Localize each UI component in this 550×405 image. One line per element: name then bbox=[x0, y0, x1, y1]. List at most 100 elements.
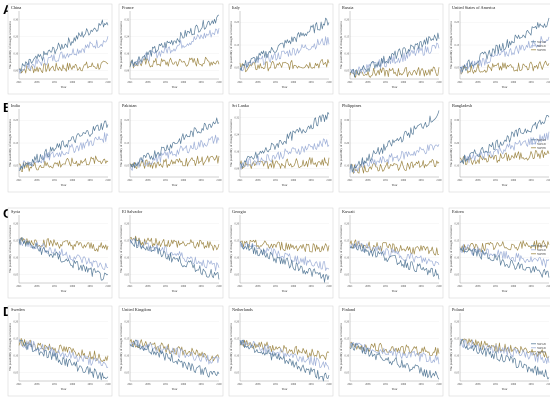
y-tick-label: 0.05 bbox=[454, 273, 459, 276]
y-tick-label: 0.08 bbox=[124, 69, 129, 72]
panel-kuwait: Kuwait 0.05 0.10 0.15 0.20 2021 2036 2051 2066 20… bbox=[338, 207, 444, 299]
series-line-ssp585 bbox=[349, 243, 440, 280]
series-line-ssp245 bbox=[18, 36, 109, 74]
series-line-ssp245 bbox=[129, 339, 220, 365]
x-tick-label: 2066 bbox=[181, 81, 187, 84]
panel-title: Eritrea bbox=[452, 209, 464, 214]
y-axis-label: The possibility of drought occurrence bbox=[339, 322, 343, 371]
y-tick-label: 0.25 bbox=[234, 21, 239, 24]
y-tick-label: 0.10 bbox=[454, 354, 459, 357]
x-tick-label: 2100 bbox=[216, 179, 222, 182]
series-line-ssp245 bbox=[239, 240, 330, 271]
panel-title: Russia bbox=[342, 5, 354, 10]
y-tick-label: 0.05 bbox=[124, 165, 129, 168]
y-tick-label: 0.10 bbox=[13, 256, 18, 259]
x-tick-label: 2100 bbox=[216, 285, 222, 288]
x-tick-label: 2051 bbox=[383, 285, 389, 288]
series-line-ssp245 bbox=[18, 238, 109, 270]
x-tick-label: 2100 bbox=[216, 81, 222, 84]
x-tick-label: 2021 bbox=[347, 285, 353, 288]
series-line-ssp126 bbox=[129, 56, 220, 69]
legend-label: SSP126 bbox=[537, 139, 546, 142]
x-tick-label: 2100 bbox=[105, 179, 111, 182]
x-tick-label: 2021 bbox=[237, 383, 243, 386]
x-tick-label: 2036 bbox=[255, 81, 261, 84]
series-line-ssp126 bbox=[239, 339, 330, 361]
x-tick-label: 2066 bbox=[401, 179, 407, 182]
x-tick-label: 2081 bbox=[419, 285, 425, 288]
x-tick-label: 2036 bbox=[145, 285, 151, 288]
x-tick-label: 2100 bbox=[105, 383, 111, 386]
x-tick-label: 2100 bbox=[546, 81, 550, 84]
y-tick-label: 0.10 bbox=[454, 256, 459, 259]
x-axis-label: Year bbox=[502, 387, 509, 391]
x-axis-label: Year bbox=[61, 289, 68, 293]
y-tick-label: 0.10 bbox=[124, 354, 129, 357]
x-tick-label: 2051 bbox=[493, 285, 499, 288]
series-line-ssp585 bbox=[129, 339, 220, 378]
panel-united-kingdom: United Kingdom 0.05 0.10 0.15 0.20 2021 2036 20… bbox=[118, 305, 224, 397]
y-tick-label: 0.24 bbox=[124, 35, 129, 38]
x-tick-label: 2066 bbox=[181, 383, 187, 386]
series-line-ssp585 bbox=[349, 32, 440, 78]
y-tick-label: 0.15 bbox=[454, 44, 459, 47]
panel-frame bbox=[338, 305, 444, 397]
x-tick-label: 2066 bbox=[70, 179, 76, 182]
x-tick-label: 2021 bbox=[457, 383, 463, 386]
panel-netherlands: Netherlands 0.05 0.10 0.15 0.20 2021 2036 2051 2… bbox=[228, 305, 334, 397]
y-tick-label: 0.32 bbox=[234, 116, 239, 119]
x-tick-label: 2021 bbox=[457, 81, 463, 84]
y-axis-label: The possibility of drought occurrence bbox=[8, 118, 12, 167]
legend-label: SSP245 bbox=[537, 143, 546, 146]
x-axis-label: Year bbox=[392, 289, 399, 293]
y-tick-label: 0.15 bbox=[13, 239, 18, 242]
panel-title: Philippines bbox=[342, 103, 362, 108]
x-tick-label: 2081 bbox=[419, 383, 425, 386]
series-line-ssp126 bbox=[459, 240, 550, 253]
x-tick-label: 2081 bbox=[309, 81, 315, 84]
x-axis-label: Year bbox=[61, 85, 68, 89]
y-tick-label: 0.15 bbox=[13, 337, 18, 340]
series-line-ssp245 bbox=[239, 339, 330, 370]
x-tick-label: 2066 bbox=[70, 81, 76, 84]
y-tick-label: 0.15 bbox=[124, 239, 129, 242]
x-tick-label: 2021 bbox=[127, 383, 133, 386]
y-tick-label: 0.05 bbox=[234, 371, 239, 374]
legend-label: SSP585 bbox=[537, 351, 546, 354]
x-tick-label: 2051 bbox=[52, 285, 58, 288]
y-tick-label: 0.08 bbox=[234, 167, 239, 170]
x-axis-label: Year bbox=[392, 387, 399, 391]
y-tick-label: 0.15 bbox=[454, 337, 459, 340]
y-axis-label: The possibility of drought occurrence bbox=[8, 20, 12, 69]
panel-frame bbox=[228, 207, 334, 299]
x-tick-label: 2081 bbox=[419, 179, 425, 182]
y-axis-label: The possibility of drought occurrence bbox=[449, 322, 453, 371]
x-tick-label: 2036 bbox=[365, 81, 371, 84]
panel-title: Sweden bbox=[11, 307, 25, 312]
y-tick-label: 0.05 bbox=[124, 273, 129, 276]
x-tick-label: 2066 bbox=[511, 285, 517, 288]
panel-frame bbox=[228, 3, 334, 95]
series-line-ssp126 bbox=[349, 341, 440, 357]
series-line-ssp126 bbox=[129, 339, 220, 362]
panel-philippines: Philippines 0.10 0.20 0.30 2021 2036 2051 2066 2… bbox=[338, 101, 444, 193]
x-tick-label: 2051 bbox=[273, 179, 279, 182]
y-tick-label: 0.10 bbox=[344, 256, 349, 259]
panel-frame bbox=[448, 305, 550, 397]
y-tick-label: 0.16 bbox=[124, 52, 129, 55]
x-tick-label: 2100 bbox=[326, 81, 332, 84]
y-axis-label: The possibility of drought occurrence bbox=[119, 20, 123, 69]
panel-united-states-of-america: United States of America 0.05 0.15 0.25 2021… bbox=[448, 3, 550, 95]
panel-russia: Russia 0.05 0.10 0.15 0.20 2021 2036 2051 2066 20… bbox=[338, 3, 444, 95]
panel-china: China 0.00 0.10 0.20 0.30 2021 2036 2051 2066 208… bbox=[7, 3, 113, 95]
y-tick-label: 0.10 bbox=[344, 52, 349, 55]
legend-label: SSP126 bbox=[537, 343, 546, 346]
panel-syria: Syria 0.05 0.10 0.15 0.20 2021 2036 2051 2066 208… bbox=[7, 207, 113, 299]
row-letter-D: D bbox=[3, 304, 12, 319]
x-tick-label: 2051 bbox=[163, 81, 169, 84]
series-line-ssp245 bbox=[459, 35, 550, 74]
x-tick-label: 2066 bbox=[401, 383, 407, 386]
series-line-ssp585 bbox=[129, 14, 220, 68]
x-axis-label: Year bbox=[392, 183, 399, 187]
x-tick-label: 2081 bbox=[309, 285, 315, 288]
